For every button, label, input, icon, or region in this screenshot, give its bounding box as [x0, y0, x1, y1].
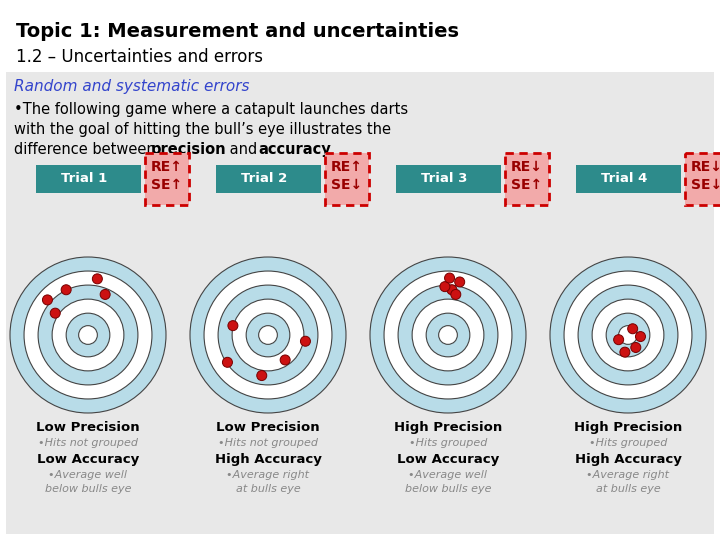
Circle shape	[440, 282, 450, 292]
Ellipse shape	[564, 271, 692, 399]
Ellipse shape	[578, 285, 678, 385]
Circle shape	[628, 324, 638, 334]
Bar	[145, 153, 189, 205]
Ellipse shape	[258, 326, 277, 345]
Text: Trial 4: Trial 4	[600, 172, 647, 186]
Text: with the goal of hitting the bull’s eye illustrates the: with the goal of hitting the bull’s eye …	[14, 122, 391, 137]
Bar	[685, 153, 720, 205]
Bar	[505, 153, 549, 205]
Circle shape	[100, 289, 110, 300]
Text: difference between: difference between	[14, 142, 161, 157]
Text: Low Precision: Low Precision	[216, 421, 320, 434]
Text: SE↓: SE↓	[691, 178, 720, 192]
Circle shape	[61, 285, 71, 295]
Text: High Accuracy: High Accuracy	[575, 453, 681, 466]
Text: Trial 2: Trial 2	[241, 172, 287, 186]
Circle shape	[42, 295, 53, 305]
Text: SE↓: SE↓	[331, 178, 363, 192]
Text: below bulls eye: below bulls eye	[405, 484, 491, 494]
Text: RE↓: RE↓	[691, 160, 720, 174]
Text: Low Accuracy: Low Accuracy	[37, 453, 139, 466]
Text: Random and systematic errors: Random and systematic errors	[14, 79, 250, 94]
Circle shape	[444, 273, 454, 283]
Text: at bulls eye: at bulls eye	[595, 484, 660, 494]
Ellipse shape	[10, 257, 166, 413]
Text: RE↓: RE↓	[511, 160, 543, 174]
Bar	[325, 153, 369, 205]
Text: accuracy: accuracy	[258, 142, 330, 157]
Text: •The following game where a catapult launches darts: •The following game where a catapult lau…	[14, 102, 408, 117]
Bar	[216, 165, 321, 193]
Bar	[145, 153, 189, 205]
Bar	[6, 72, 714, 534]
Ellipse shape	[438, 326, 457, 345]
Text: RE↑: RE↑	[151, 160, 183, 174]
Text: at bulls eye: at bulls eye	[235, 484, 300, 494]
Ellipse shape	[204, 271, 332, 399]
Ellipse shape	[218, 285, 318, 385]
Bar	[576, 165, 681, 193]
Circle shape	[455, 277, 464, 287]
Circle shape	[257, 370, 266, 381]
Text: Low Precision: Low Precision	[36, 421, 140, 434]
Text: •Average well: •Average well	[48, 470, 127, 480]
Circle shape	[92, 274, 102, 284]
Ellipse shape	[384, 271, 512, 399]
Text: High Accuracy: High Accuracy	[215, 453, 321, 466]
Circle shape	[451, 289, 461, 300]
Text: •Hits grouped: •Hits grouped	[589, 438, 667, 448]
Text: •Average right: •Average right	[227, 470, 310, 480]
Ellipse shape	[592, 299, 664, 371]
Text: Trial 1: Trial 1	[61, 172, 107, 186]
Ellipse shape	[232, 299, 304, 371]
Text: precision: precision	[151, 142, 227, 157]
Bar	[325, 153, 369, 205]
Circle shape	[636, 332, 646, 342]
Circle shape	[613, 335, 624, 345]
Circle shape	[300, 336, 310, 346]
Circle shape	[280, 355, 290, 365]
Bar	[685, 153, 720, 205]
Text: SE↑: SE↑	[511, 178, 543, 192]
Ellipse shape	[606, 313, 650, 357]
Ellipse shape	[52, 299, 124, 371]
Ellipse shape	[398, 285, 498, 385]
Text: below bulls eye: below bulls eye	[45, 484, 131, 494]
Circle shape	[50, 308, 60, 318]
Circle shape	[447, 285, 457, 295]
Ellipse shape	[412, 299, 484, 371]
Ellipse shape	[66, 313, 110, 357]
Text: Trial 3: Trial 3	[420, 172, 467, 186]
Ellipse shape	[618, 326, 637, 345]
Text: •Average right: •Average right	[587, 470, 670, 480]
Text: SE↑: SE↑	[151, 178, 183, 192]
Circle shape	[620, 347, 630, 357]
Text: •Average well: •Average well	[408, 470, 487, 480]
Text: High Precision: High Precision	[574, 421, 682, 434]
Text: High Precision: High Precision	[394, 421, 502, 434]
Bar	[36, 165, 141, 193]
Bar	[505, 153, 549, 205]
Text: •Hits not grouped: •Hits not grouped	[218, 438, 318, 448]
Ellipse shape	[246, 313, 290, 357]
Ellipse shape	[24, 271, 152, 399]
Text: and: and	[225, 142, 262, 157]
Text: •Hits not grouped: •Hits not grouped	[38, 438, 138, 448]
Text: .: .	[322, 142, 327, 157]
Ellipse shape	[370, 257, 526, 413]
Ellipse shape	[426, 313, 470, 357]
Ellipse shape	[550, 257, 706, 413]
Ellipse shape	[38, 285, 138, 385]
Ellipse shape	[190, 257, 346, 413]
Text: Topic 1: Measurement and uncertainties: Topic 1: Measurement and uncertainties	[16, 22, 459, 41]
Text: 1.2 – Uncertainties and errors: 1.2 – Uncertainties and errors	[16, 48, 263, 66]
Circle shape	[222, 357, 233, 367]
Bar	[396, 165, 501, 193]
Circle shape	[631, 342, 641, 353]
Text: •Hits grouped: •Hits grouped	[409, 438, 487, 448]
Text: RE↑: RE↑	[331, 160, 363, 174]
Circle shape	[228, 321, 238, 330]
Text: Low Accuracy: Low Accuracy	[397, 453, 499, 466]
Ellipse shape	[78, 326, 97, 345]
